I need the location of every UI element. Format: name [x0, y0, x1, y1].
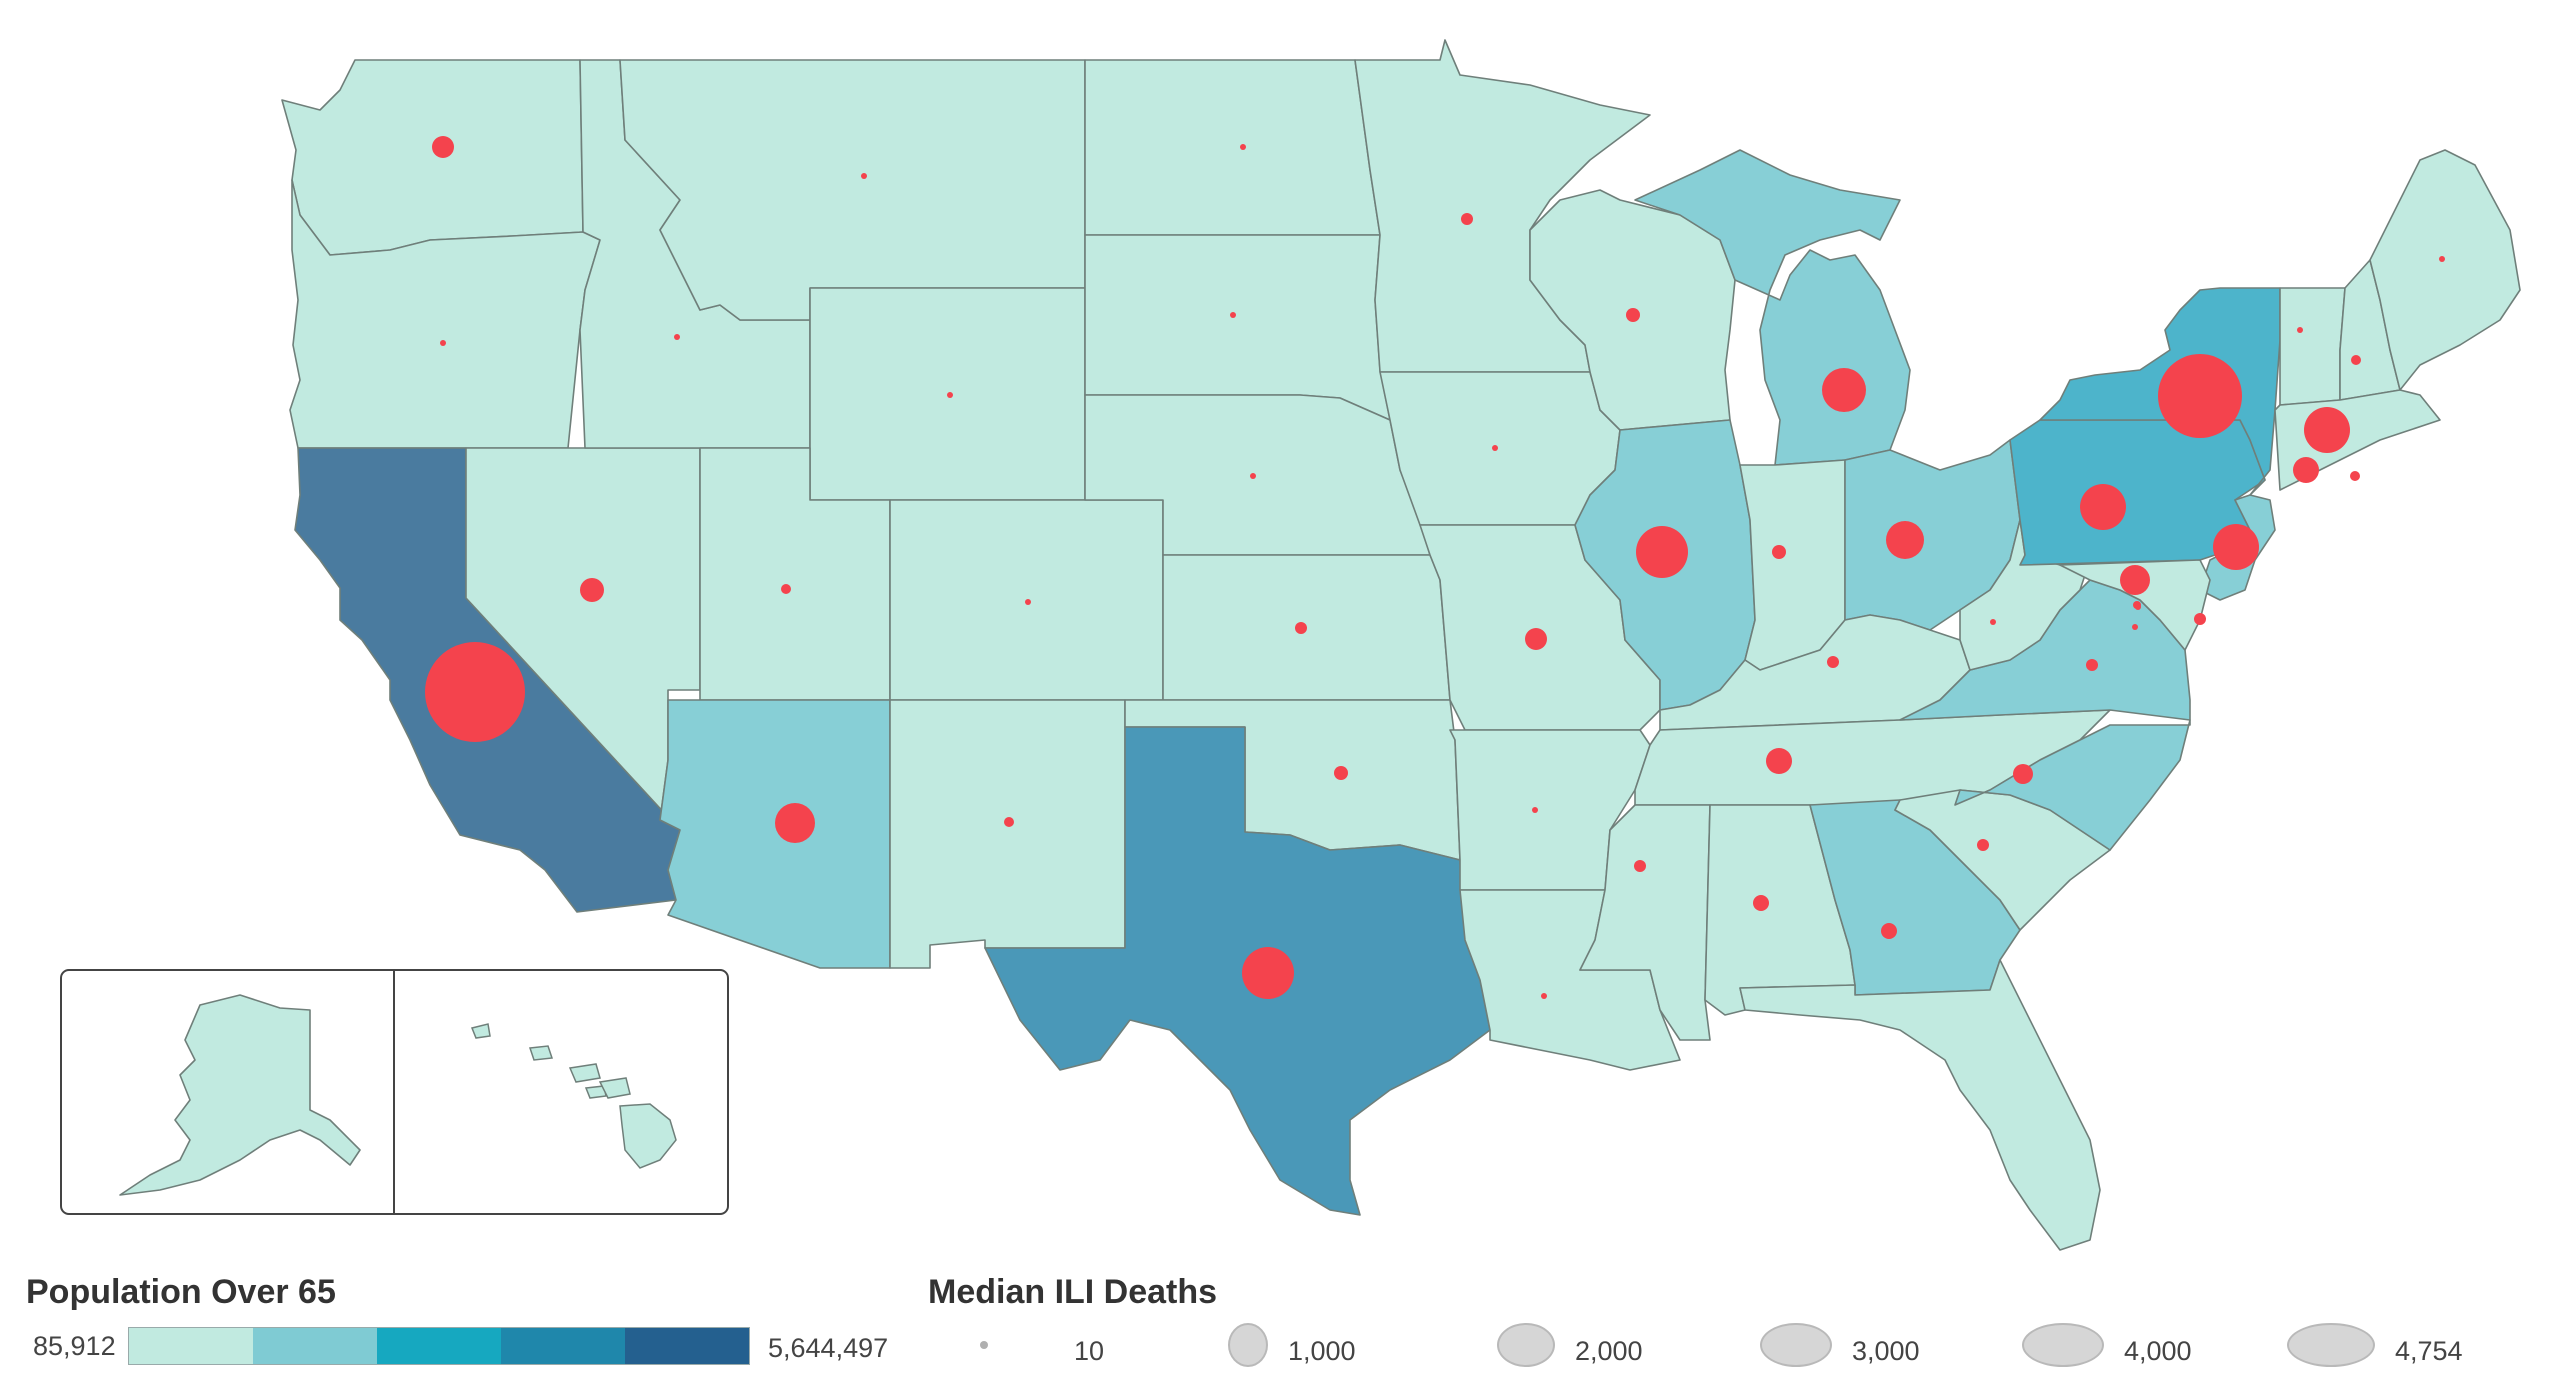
- bubble-wyoming[interactable]: [947, 392, 953, 398]
- state-north-dakota[interactable]: [1084, 59, 1381, 236]
- state-texas[interactable]: [984, 726, 1491, 1216]
- bubble-texas[interactable]: [1242, 947, 1294, 999]
- deaths-legend-title: Median ILI Deaths: [928, 1273, 1218, 1311]
- bubble-indiana[interactable]: [1772, 545, 1786, 559]
- state-hawaii[interactable]: [470, 1023, 677, 1169]
- deaths-legend-label: 4,000: [2124, 1336, 2192, 1366]
- deaths-legend-circle: [980, 1341, 988, 1349]
- bubble-west-virginia[interactable]: [1990, 619, 1996, 625]
- bubble-south-carolina[interactable]: [1977, 839, 1989, 851]
- bubble-idaho[interactable]: [674, 334, 680, 340]
- population-legend-title: Population Over 65: [26, 1273, 336, 1311]
- bubble-ohio[interactable]: [1886, 521, 1924, 559]
- ramp-swatch-1: [129, 1328, 253, 1364]
- bubble-mississippi[interactable]: [1634, 860, 1646, 872]
- bubble-michigan[interactable]: [1822, 368, 1866, 412]
- bubble-kentucky[interactable]: [1827, 656, 1839, 668]
- bubble-maine[interactable]: [2439, 256, 2445, 262]
- bubble-arkansas[interactable]: [1532, 807, 1538, 813]
- deaths-legend-circle: [1497, 1323, 1555, 1367]
- bubble-delaware[interactable]: [2194, 613, 2206, 625]
- bubble-florida[interactable]: [2132, 624, 2138, 630]
- state-north-carolina[interactable]: [1954, 719, 2191, 851]
- bubble-maryland[interactable]: [2120, 565, 2150, 595]
- bubble-alabama[interactable]: [1753, 895, 1769, 911]
- state-arizona[interactable]: [659, 699, 891, 969]
- population-legend-min: 85,912: [33, 1331, 116, 1361]
- bubble-pennsylvania[interactable]: [2080, 484, 2126, 530]
- bubble-oklahoma[interactable]: [1334, 766, 1348, 780]
- state-maryland[interactable]: [2059, 559, 2211, 651]
- bubble-new-jersey[interactable]: [2213, 524, 2259, 570]
- ramp-swatch-4: [501, 1328, 625, 1364]
- bubble-colorado[interactable]: [1025, 599, 1031, 605]
- bubble-tennessee[interactable]: [1766, 748, 1792, 774]
- bubble-nebraska[interactable]: [1250, 473, 1256, 479]
- bubble-new-mexico[interactable]: [1004, 817, 1014, 827]
- population-color-ramp: [128, 1327, 750, 1365]
- bubble-utah[interactable]: [781, 584, 791, 594]
- bubble-kansas[interactable]: [1295, 622, 1307, 634]
- bubble-louisiana[interactable]: [1541, 993, 1547, 999]
- bubble-nevada[interactable]: [580, 578, 604, 602]
- state-iowa[interactable]: [1379, 371, 1621, 526]
- bubble-connecticut[interactable]: [2293, 457, 2319, 483]
- ramp-swatch-2: [253, 1328, 377, 1364]
- bubble-south-dakota[interactable]: [1230, 312, 1236, 318]
- bubble-massachusetts[interactable]: [2304, 407, 2350, 453]
- bubble-georgia[interactable]: [1881, 923, 1897, 939]
- bubble-montana[interactable]: [861, 173, 867, 179]
- bubble-new-hampshire[interactable]: [2351, 355, 2361, 365]
- bubble-delaware-small[interactable]: [2135, 604, 2141, 610]
- deaths-legend-label: 3,000: [1852, 1336, 1920, 1366]
- state-washington[interactable]: [281, 59, 584, 256]
- deaths-legend-label: 1,000: [1288, 1336, 1356, 1366]
- bubble-virginia[interactable]: [2086, 659, 2098, 671]
- deaths-legend-circle: [2287, 1323, 2375, 1367]
- bubble-vermont[interactable]: [2297, 327, 2303, 333]
- deaths-legend-label: 4,754: [2395, 1336, 2463, 1366]
- state-south-dakota[interactable]: [1084, 234, 1391, 421]
- bubbles-layer: [425, 136, 2445, 999]
- state-florida[interactable]: [1739, 959, 2101, 1251]
- deaths-legend-circle: [1228, 1323, 1268, 1367]
- bubble-oregon[interactable]: [440, 340, 446, 346]
- bubble-wisconsin[interactable]: [1626, 308, 1640, 322]
- state-maine[interactable]: [2369, 149, 2521, 391]
- bubble-north-dakota[interactable]: [1240, 144, 1246, 150]
- bubble-rhode-island[interactable]: [2350, 471, 2360, 481]
- bubble-new-york[interactable]: [2158, 354, 2242, 438]
- bubble-iowa[interactable]: [1492, 445, 1498, 451]
- bubble-washington[interactable]: [432, 136, 454, 158]
- deaths-legend-circle: [1760, 1323, 1832, 1367]
- bubble-illinois[interactable]: [1636, 526, 1688, 578]
- deaths-legend-label: 10: [1074, 1336, 1105, 1366]
- bubble-north-carolina[interactable]: [2013, 764, 2033, 784]
- bubble-minnesota[interactable]: [1461, 213, 1473, 225]
- ramp-swatch-5: [625, 1328, 749, 1364]
- bubble-california[interactable]: [425, 642, 525, 742]
- state-new-mexico[interactable]: [889, 699, 1126, 969]
- ramp-swatch-3: [377, 1328, 501, 1364]
- population-legend-max: 5,644,497: [768, 1333, 889, 1363]
- state-montana[interactable]: [619, 59, 1086, 321]
- bubble-arizona[interactable]: [775, 803, 815, 843]
- deaths-legend-label: 2,000: [1575, 1336, 1643, 1366]
- state-alaska[interactable]: [119, 994, 361, 1196]
- inset-panel: [60, 969, 729, 1215]
- state-vermont[interactable]: [2279, 287, 2346, 406]
- bubble-missouri[interactable]: [1525, 628, 1547, 650]
- deaths-legend-circle: [2022, 1323, 2104, 1367]
